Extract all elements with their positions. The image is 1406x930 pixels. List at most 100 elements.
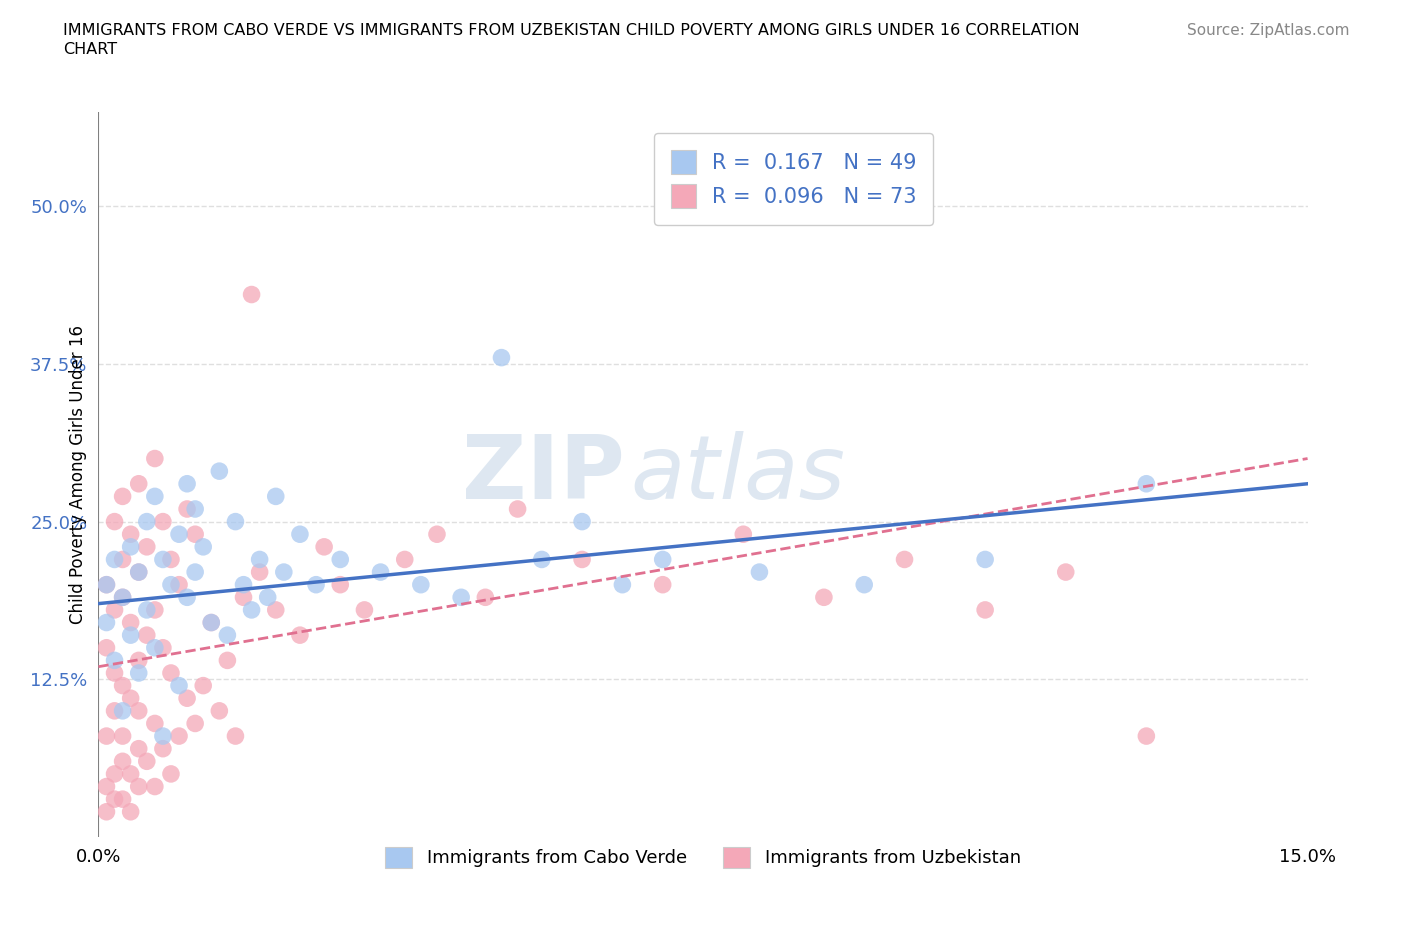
Text: atlas: atlas xyxy=(630,432,845,517)
Point xyxy=(176,476,198,491)
Point xyxy=(143,779,166,794)
Point xyxy=(135,514,157,529)
Point xyxy=(143,716,166,731)
Point xyxy=(474,590,496,604)
Point xyxy=(103,666,125,681)
Legend: Immigrants from Cabo Verde, Immigrants from Uzbekistan: Immigrants from Cabo Verde, Immigrants f… xyxy=(378,840,1028,875)
Point xyxy=(232,578,254,592)
Point xyxy=(176,501,198,516)
Point xyxy=(160,766,183,781)
Point xyxy=(813,590,835,604)
Point xyxy=(200,615,222,630)
Point xyxy=(143,603,166,618)
Point xyxy=(314,539,336,554)
Point xyxy=(184,565,207,579)
Point xyxy=(1135,728,1157,743)
Point xyxy=(111,590,134,604)
Point xyxy=(288,526,311,541)
Point xyxy=(974,603,997,618)
Point xyxy=(249,552,271,567)
Point xyxy=(329,552,352,567)
Point xyxy=(103,653,125,668)
Point xyxy=(208,703,231,718)
Point xyxy=(120,691,142,706)
Point xyxy=(167,728,190,743)
Point xyxy=(103,703,125,718)
Point xyxy=(96,578,118,592)
Point xyxy=(733,526,755,541)
Point xyxy=(571,514,593,529)
Point xyxy=(103,791,125,806)
Point xyxy=(96,578,118,592)
Point xyxy=(111,703,134,718)
Point xyxy=(893,552,915,567)
Point xyxy=(329,578,352,592)
Point xyxy=(305,578,328,592)
Point xyxy=(135,754,157,769)
Point xyxy=(135,603,157,618)
Point xyxy=(409,578,432,592)
Point xyxy=(224,514,246,529)
Point xyxy=(1135,476,1157,491)
Point xyxy=(200,615,222,630)
Point xyxy=(96,804,118,819)
Point xyxy=(184,716,207,731)
Point xyxy=(651,552,673,567)
Point xyxy=(152,552,174,567)
Point xyxy=(120,615,142,630)
Point xyxy=(974,552,997,567)
Point xyxy=(111,728,134,743)
Text: Source: ZipAtlas.com: Source: ZipAtlas.com xyxy=(1187,23,1350,38)
Point xyxy=(176,691,198,706)
Point xyxy=(232,590,254,604)
Point xyxy=(353,603,375,618)
Point xyxy=(111,489,134,504)
Point xyxy=(160,666,183,681)
Point xyxy=(120,628,142,643)
Point xyxy=(111,552,134,567)
Point xyxy=(120,526,142,541)
Point xyxy=(217,628,239,643)
Point xyxy=(184,501,207,516)
Point xyxy=(273,565,295,579)
Point xyxy=(143,451,166,466)
Point xyxy=(167,678,190,693)
Point xyxy=(103,552,125,567)
Point xyxy=(240,287,263,302)
Point xyxy=(853,578,876,592)
Point xyxy=(135,628,157,643)
Point xyxy=(748,565,770,579)
Text: IMMIGRANTS FROM CABO VERDE VS IMMIGRANTS FROM UZBEKISTAN CHILD POVERTY AMONG GIR: IMMIGRANTS FROM CABO VERDE VS IMMIGRANTS… xyxy=(63,23,1080,38)
Point xyxy=(143,489,166,504)
Point xyxy=(135,539,157,554)
Point xyxy=(96,641,118,656)
Point xyxy=(506,501,529,516)
Point xyxy=(128,653,150,668)
Point xyxy=(193,539,215,554)
Point xyxy=(128,565,150,579)
Point xyxy=(530,552,553,567)
Point xyxy=(103,514,125,529)
Point xyxy=(96,728,118,743)
Text: CHART: CHART xyxy=(63,42,117,57)
Point xyxy=(571,552,593,567)
Point xyxy=(224,728,246,743)
Point xyxy=(264,603,287,618)
Point xyxy=(288,628,311,643)
Point xyxy=(160,578,183,592)
Point xyxy=(370,565,392,579)
Point xyxy=(217,653,239,668)
Point xyxy=(152,514,174,529)
Point xyxy=(111,590,134,604)
Point xyxy=(426,526,449,541)
Point xyxy=(128,476,150,491)
Point xyxy=(143,641,166,656)
Point xyxy=(240,603,263,618)
Point xyxy=(111,791,134,806)
Point xyxy=(167,578,190,592)
Point xyxy=(167,526,190,541)
Text: ZIP: ZIP xyxy=(461,431,624,518)
Point xyxy=(612,578,634,592)
Point xyxy=(152,641,174,656)
Point xyxy=(103,603,125,618)
